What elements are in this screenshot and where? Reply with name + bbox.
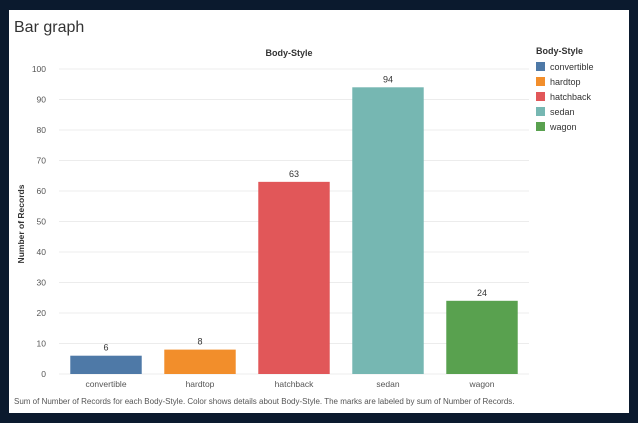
legend-title: Body-Style (536, 46, 584, 56)
y-axis-label: Number of Records (16, 184, 26, 263)
bar-wagon[interactable] (446, 300, 518, 374)
bar-convertible[interactable] (70, 355, 142, 374)
legend-item-hardtop[interactable]: hardtop (536, 74, 594, 89)
y-tick-label: 10 (37, 339, 47, 349)
bar-value-label: 94 (383, 74, 393, 84)
y-tick-label: 80 (37, 125, 47, 135)
x-axis-ticks: convertible hardtop hatchback sedan wagon (85, 379, 494, 389)
y-tick-label: 0 (41, 369, 46, 379)
y-tick-label: 40 (37, 247, 47, 257)
bars (70, 87, 518, 375)
legend-label: hatchback (550, 91, 592, 102)
y-tick-label: 90 (37, 95, 47, 105)
legend-swatch (536, 107, 545, 116)
y-tick-label: 100 (32, 64, 46, 74)
legend-swatch (536, 92, 545, 101)
y-tick-label: 30 (37, 278, 47, 288)
legend-swatch (536, 62, 545, 71)
x-tick-label: hardtop (186, 379, 215, 389)
bar-hatchback[interactable] (258, 181, 330, 374)
bar-chart: Body-Style Number of Records 0 10 20 30 40 50… (16, 48, 529, 389)
x-tick-label: convertible (85, 379, 126, 389)
legend-swatch (536, 77, 545, 86)
legend-label: convertible (550, 61, 594, 72)
legend-label: wagon (550, 121, 577, 132)
legend-label: sedan (550, 106, 575, 117)
bar-value-label: 24 (477, 288, 487, 298)
bar-value-label: 8 (197, 337, 202, 347)
legend-label: hardtop (550, 76, 581, 87)
bar-value-labels: 6 8 63 94 24 (103, 74, 487, 352)
legend-item-wagon[interactable]: wagon (536, 119, 594, 134)
y-tick-label: 70 (37, 156, 47, 166)
legend-swatch (536, 122, 545, 131)
y-tick-label: 20 (37, 308, 47, 318)
legend-item-hatchback[interactable]: hatchback (536, 89, 594, 104)
x-tick-label: sedan (376, 379, 399, 389)
page-title: Bar graph (14, 19, 85, 36)
bar-hardtop[interactable] (164, 349, 236, 374)
x-tick-label: wagon (468, 379, 494, 389)
legend: Body-Style convertible hardtop hatchback… (536, 46, 594, 134)
chart-title: Body-Style (265, 48, 312, 58)
bar-sedan[interactable] (352, 87, 424, 375)
bar-value-label: 6 (103, 343, 108, 353)
legend-item-convertible[interactable]: convertible (536, 59, 594, 74)
y-tick-label: 50 (37, 217, 47, 227)
y-tick-label: 60 (37, 186, 47, 196)
legend-item-sedan[interactable]: sedan (536, 104, 594, 119)
bar-value-label: 63 (289, 169, 299, 179)
y-axis-ticks: 0 10 20 30 40 50 60 70 80 90 100 (32, 64, 46, 379)
chart-frame: Bar graph Body-Style Number of Records 0… (9, 10, 629, 413)
chart-footer-note: Sum of Number of Records for each Body-S… (14, 397, 515, 406)
x-tick-label: hatchback (275, 379, 314, 389)
